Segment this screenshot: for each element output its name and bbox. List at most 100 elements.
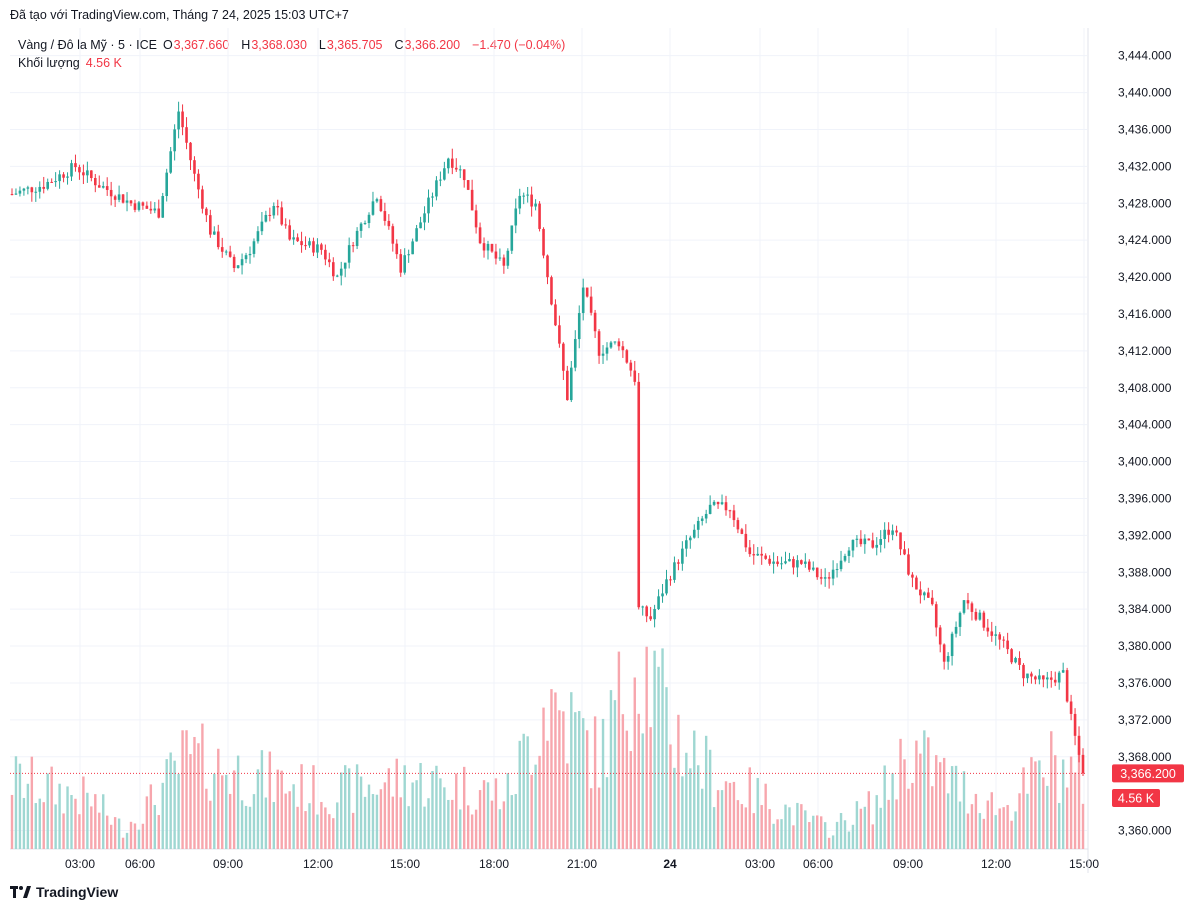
candle-body [772,561,775,564]
candle-body [1042,675,1045,680]
candle-body [1018,658,1021,665]
volume-bar [133,823,137,849]
volume-bar [820,816,823,849]
volume-bar [645,646,648,849]
candle-body [244,255,248,260]
volume-bar [859,808,863,849]
volume-bar [693,730,696,849]
candle-body [990,631,994,636]
candle-body [712,501,716,505]
candle-body [899,532,902,550]
volume-bar [526,736,529,849]
candle-body [970,603,974,612]
candle-body [224,251,228,253]
candle-body [875,544,879,548]
candle-body [296,237,299,242]
tradingview-footer[interactable]: TradingView [10,884,118,900]
candle-body [740,529,744,534]
volume-bar [494,778,498,849]
ohlc-row: Vàng / Đô la Mỹ · 5 · ICE O3,367.660 H3,… [18,36,565,54]
candle-body [399,254,403,273]
volume-bar [1046,785,1049,849]
candle-body [685,540,688,549]
volume-bar [391,796,394,849]
volume-label[interactable]: Khối lượng [18,56,80,70]
candle-body [942,644,946,662]
volume-bar [336,802,339,849]
symbol-label[interactable]: Vàng / Đô la Mỹ · 5 · ICE [18,38,157,52]
candle-body [359,223,363,231]
volume-bar [157,815,160,849]
volume-bar [653,650,656,849]
volume-bar [30,756,34,849]
volume-bar [232,770,236,849]
volume-bar [260,750,264,849]
y-tick-label: 3,424.000 [1118,233,1172,247]
volume-bar [827,837,831,849]
volume-bar [217,748,220,849]
candle-body [339,268,343,276]
candle-body [1057,672,1061,683]
volume-bar [371,794,375,849]
candle-body [197,173,200,190]
candle-body [232,256,236,269]
volume-bar [883,765,886,849]
volume-bar [704,735,708,849]
candle-body [720,502,724,505]
y-tick-label: 3,368.000 [1118,750,1172,764]
volume-bar [1022,767,1025,849]
volume-bar [18,763,22,849]
volume-bar [816,815,819,849]
volume-bar [1010,820,1013,849]
candle-body [641,606,644,608]
candle-body [756,553,760,556]
candle-body [185,127,188,143]
volume-bar [506,773,510,849]
volume-bar [340,772,343,849]
volume-bar [1073,772,1077,849]
candle-body [808,561,811,570]
candle-body [264,214,268,222]
candle-body [919,589,922,596]
volume-bar [931,786,934,849]
volume-bar [1014,811,1017,849]
candle-body [54,181,57,183]
candle-body [534,203,537,207]
volume-bar [716,790,720,849]
candle-body [903,549,906,555]
candle-body [105,186,109,190]
volume-bar [90,806,93,849]
candle-body [165,172,168,197]
volume-bar [780,819,783,849]
volume-bar [939,762,942,849]
volume-bar [288,791,291,849]
volume-bar [347,768,351,849]
volume-bar [50,766,53,849]
candle-body [998,634,1001,640]
volume-bar [669,744,672,849]
candle-body [379,199,383,212]
candle-body [371,201,375,215]
volume-bar [498,809,502,849]
candle-body [38,186,42,192]
volume-bar [752,813,755,849]
candle-body [355,230,359,247]
volume-bar [708,749,712,849]
volume-bar [62,813,65,849]
volume-bar [169,752,172,849]
volume-bar [189,754,192,849]
volume-bar [332,818,335,849]
volume-bar [1061,759,1065,849]
candle-body [796,560,799,568]
volume-bar [625,730,629,849]
volume-bar [355,764,359,849]
volume-bar [185,730,188,849]
candle-body [780,563,783,565]
y-tick-label: 3,404.000 [1118,418,1172,432]
open-key: O [162,38,173,52]
candle-body [18,190,22,194]
volume-bar [942,757,946,849]
volume-bar [66,786,69,849]
volume-bar [478,790,482,849]
